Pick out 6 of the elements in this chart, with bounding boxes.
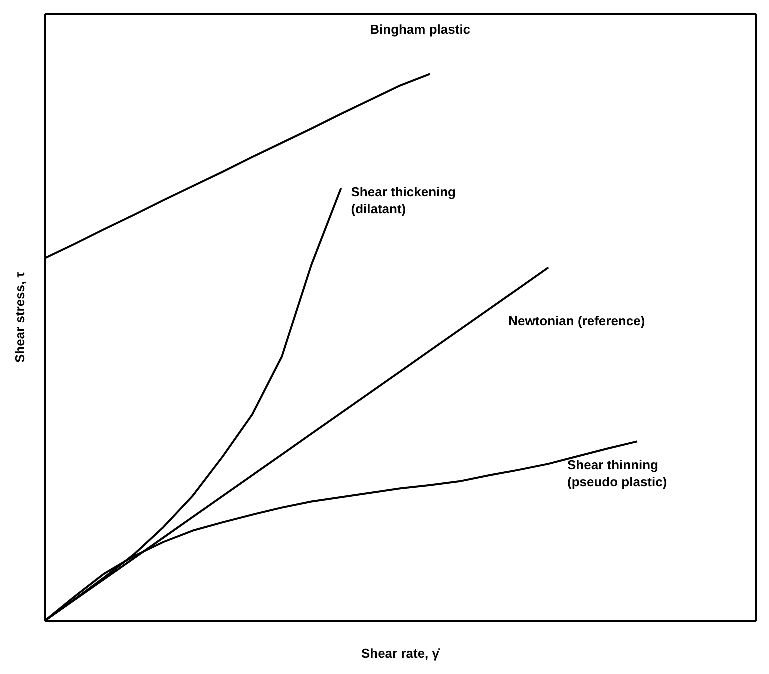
- text: Bingham plastic: [370, 22, 471, 38]
- annotation: Shear thickening (dilatant): [351, 184, 456, 216]
- annotation: Shear thinning (pseudo plastic): [568, 458, 668, 490]
- y-axis-title: Shear stress, τ: [12, 272, 28, 364]
- x-axis-title: Shear rate, γ̇: [361, 646, 441, 661]
- annotation: Newtonian (reference): [508, 314, 646, 329]
